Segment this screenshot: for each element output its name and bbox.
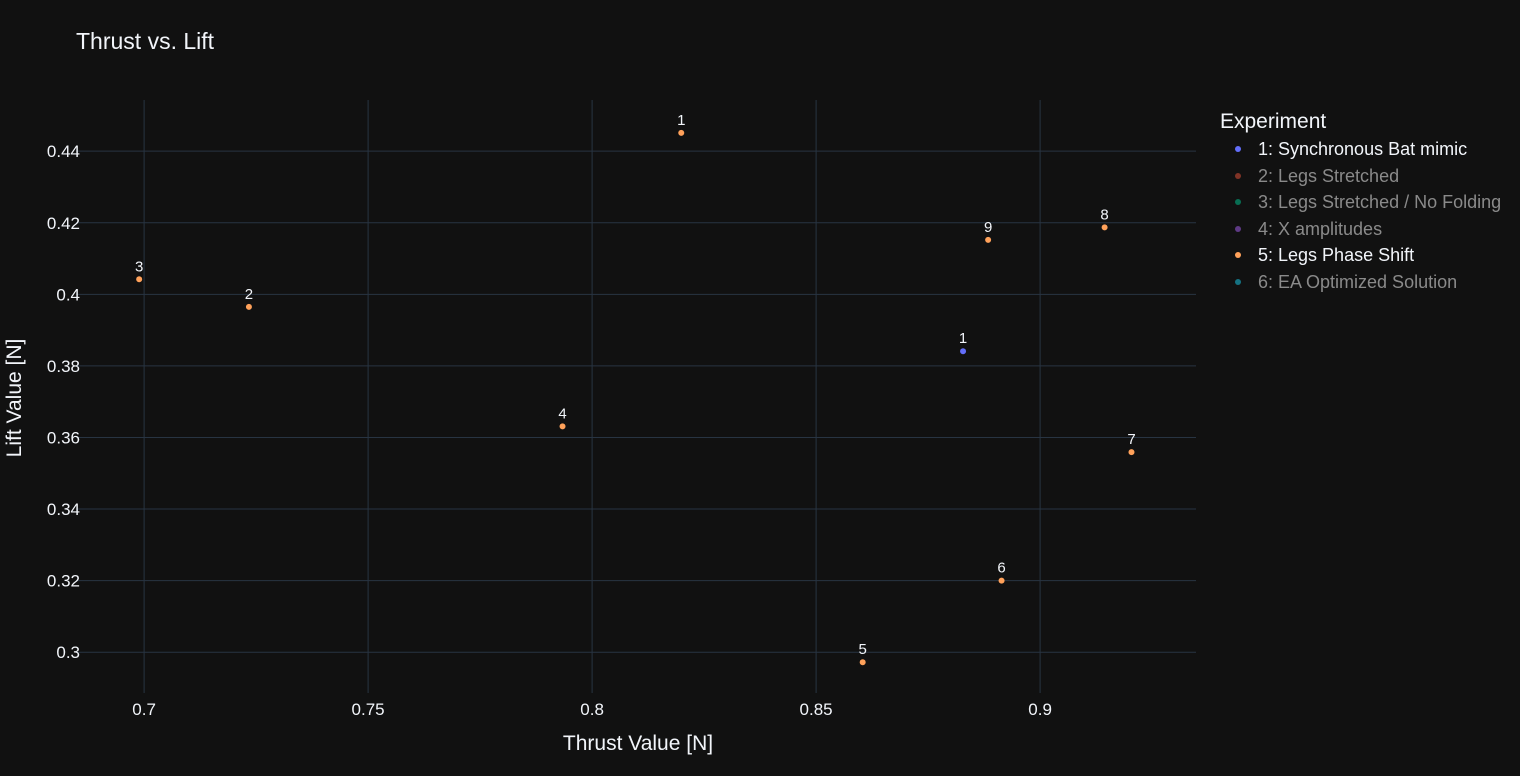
data-point[interactable] <box>859 659 866 666</box>
legend-item-x-amplitudes[interactable]: 4: X amplitudes <box>1220 216 1515 243</box>
legend: Experiment 1: Synchronous Bat mimic 2: L… <box>1220 108 1515 295</box>
legend-item-label: 5: Legs Phase Shift <box>1258 245 1415 265</box>
data-point[interactable] <box>136 276 143 283</box>
y-axis-title: Lift Value [N] <box>3 339 26 458</box>
data-point[interactable] <box>998 577 1005 584</box>
data-point-label: 1 <box>959 330 967 347</box>
data-point-label: 3 <box>135 258 143 275</box>
data-point[interactable] <box>960 348 967 355</box>
x-tick-label: 0.8 <box>580 700 604 719</box>
legend-marker-icon <box>1235 252 1241 258</box>
chart-title: Thrust vs. Lift <box>76 28 215 54</box>
x-tick-label: 0.7 <box>132 700 156 719</box>
legend-item-label: 3: Legs Stretched / No Folding <box>1258 192 1502 212</box>
grid-lines <box>76 100 1196 693</box>
legend-item-label: 1: Synchronous Bat mimic <box>1258 139 1468 159</box>
data-point-label: 6 <box>997 560 1005 577</box>
legend-item-synchronous-bat-mimic[interactable]: 1: Synchronous Bat mimic <box>1220 136 1515 163</box>
data-point[interactable] <box>559 423 566 430</box>
legend-title: Experiment <box>1220 110 1327 133</box>
legend-item-ea-optimized-solution[interactable]: 6: EA Optimized Solution <box>1220 269 1515 296</box>
legend-item-legs-stretched[interactable]: 2: Legs Stretched <box>1220 163 1515 190</box>
data-point-label: 1 <box>677 112 685 129</box>
data-point-label: 7 <box>1127 431 1135 448</box>
data-points: 1 1 2 3 4 5 6 7 8 9 <box>135 112 1136 666</box>
y-tick-label: 0.34 <box>47 500 80 519</box>
x-tick-label: 0.75 <box>352 700 385 719</box>
data-point-label: 4 <box>558 405 566 422</box>
data-point[interactable] <box>1128 449 1135 456</box>
y-tick-label: 0.3 <box>56 643 80 662</box>
y-tick-label: 0.36 <box>47 428 80 447</box>
legend-marker-icon <box>1235 199 1241 205</box>
legend-item-label: 2: Legs Stretched <box>1258 165 1400 186</box>
y-tick-label: 0.44 <box>47 142 80 161</box>
legend-item-label: 6: EA Optimized Solution <box>1258 271 1458 292</box>
legend-marker-icon <box>1235 225 1241 232</box>
data-point[interactable] <box>245 303 252 310</box>
data-point-label: 8 <box>1100 206 1108 223</box>
legend-item-legs-phase-shift[interactable]: 5: Legs Phase Shift <box>1220 242 1515 269</box>
x-tick-label: 0.9 <box>1028 700 1052 719</box>
legend-marker-icon <box>1235 278 1241 285</box>
y-tick-label: 0.4 <box>56 285 80 304</box>
data-point[interactable] <box>1101 224 1108 231</box>
data-point-label: 2 <box>245 286 253 303</box>
y-tick-label: 0.42 <box>47 214 80 233</box>
legend-marker-icon <box>1235 172 1241 179</box>
x-axis-title: Thrust Value [N] <box>563 732 713 755</box>
legend-item-label: 4: X amplitudes <box>1258 218 1383 239</box>
y-tick-label: 0.32 <box>47 572 80 591</box>
y-tick-label: 0.38 <box>47 357 80 376</box>
legend-item-legs-stretched-no-folding[interactable]: 3: Legs Stretched / No Folding <box>1220 189 1515 216</box>
data-point[interactable] <box>985 236 992 243</box>
legend-marker-icon <box>1235 146 1241 152</box>
data-point-label: 5 <box>859 641 867 658</box>
tick-labels: 0.7 0.75 0.8 0.85 0.9 0.3 0.32 0.34 0.36 0.38 0.4 0… <box>47 142 1052 719</box>
data-point-label: 9 <box>984 219 992 236</box>
x-tick-label: 0.85 <box>800 700 833 719</box>
data-point[interactable] <box>678 129 685 136</box>
